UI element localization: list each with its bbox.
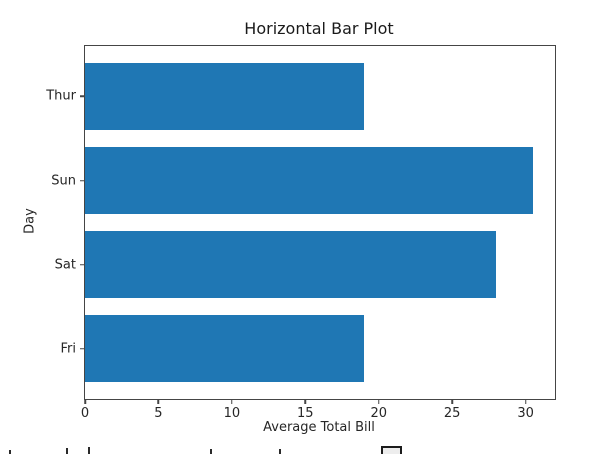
y-tick-mark bbox=[80, 263, 84, 266]
chart-title: Horizontal Bar Plot bbox=[244, 19, 394, 38]
cropped-text-fragment bbox=[9, 450, 11, 454]
y-axis-label: Day bbox=[22, 208, 38, 234]
x-tick-mark bbox=[231, 400, 233, 404]
x-tick-label-20: 20 bbox=[370, 406, 388, 421]
cropped-checkbox bbox=[381, 446, 402, 454]
cropped-text-fragment bbox=[210, 449, 212, 454]
x-tick-mark bbox=[84, 400, 86, 404]
bar-thur bbox=[85, 62, 365, 130]
x-tick-mark bbox=[157, 400, 160, 404]
x-tick-mark bbox=[304, 400, 307, 404]
bar-fri bbox=[85, 315, 365, 383]
x-tick-mark bbox=[524, 400, 527, 404]
cropped-text-fragment bbox=[279, 449, 281, 454]
cropped-text-fragment bbox=[88, 447, 90, 454]
y-tick-mark bbox=[80, 95, 84, 98]
plot-area: Thur Sun Sat Fri 0 5 10 15 20 25 30 bbox=[46, 45, 556, 421]
bar-sat bbox=[85, 230, 497, 299]
x-axis-label: Average Total Bill bbox=[263, 420, 375, 435]
x-tick-label-15: 15 bbox=[297, 406, 314, 421]
y-tick-label-thur: Thur bbox=[46, 88, 76, 104]
x-tick-label-0: 0 bbox=[80, 406, 90, 421]
x-tick-mark bbox=[378, 400, 380, 404]
y-tick-mark bbox=[80, 179, 84, 182]
cropped-text-fragment bbox=[66, 448, 68, 454]
x-tick-label-5: 5 bbox=[154, 406, 163, 421]
bar-sun bbox=[85, 146, 533, 215]
y-tick-label-sat: Sat bbox=[54, 257, 76, 272]
x-tick-label-10: 10 bbox=[223, 406, 241, 421]
y-tick-label-fri: Fri bbox=[60, 341, 77, 357]
x-tick-label-25: 25 bbox=[443, 406, 461, 421]
y-tick-label-sun: Sun bbox=[51, 173, 76, 188]
x-tick-label-30: 30 bbox=[517, 406, 534, 421]
y-tick-mark bbox=[80, 347, 84, 350]
x-tick-mark bbox=[451, 400, 453, 404]
